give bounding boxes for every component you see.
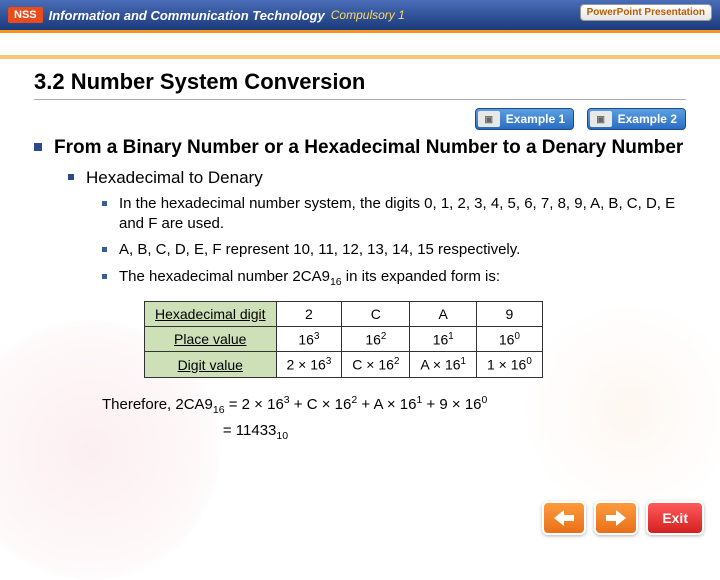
bullet-icon bbox=[102, 274, 107, 279]
projector-icon: ▣ bbox=[590, 111, 612, 127]
arrow-right-icon bbox=[606, 510, 626, 526]
table-row: Place value 163 162 161 160 bbox=[145, 326, 543, 352]
place-cell: 160 bbox=[477, 326, 543, 352]
bullet-3-text: The hexadecimal number 2CA916 in its exp… bbox=[119, 267, 500, 289]
section-title: 3.2 Number System Conversion bbox=[34, 69, 686, 100]
example-2-button[interactable]: ▣ Example 2 bbox=[587, 108, 686, 130]
dv-cell: C × 162 bbox=[342, 352, 410, 378]
digit-value-label: Digit value bbox=[145, 352, 277, 378]
arrow-left-icon bbox=[554, 510, 574, 526]
ppt-badge: PowerPoint Presentation bbox=[580, 4, 712, 21]
place-value-label: Place value bbox=[145, 326, 277, 352]
projector-icon: ▣ bbox=[478, 111, 500, 127]
exit-button[interactable]: Exit bbox=[646, 501, 704, 535]
example-2-label: Example 2 bbox=[618, 112, 677, 126]
digit-cell: A bbox=[410, 301, 477, 326]
place-cell: 161 bbox=[410, 326, 477, 352]
dv-cell: 2 × 163 bbox=[276, 352, 342, 378]
header-bar: NSS Information and Communication Techno… bbox=[0, 0, 720, 30]
bullet-1-row: In the hexadecimal number system, the di… bbox=[102, 194, 686, 235]
table-header-label: Hexadecimal digit bbox=[145, 301, 277, 326]
exit-label: Exit bbox=[662, 510, 688, 526]
bullet-icon bbox=[34, 143, 42, 151]
digit-cell: C bbox=[342, 301, 410, 326]
therefore-text: Therefore, 2CA916 = 2 × 163 + C × 162 + … bbox=[102, 392, 686, 445]
table-row: Digit value 2 × 163 C × 162 A × 161 1 × … bbox=[145, 352, 543, 378]
table-row: Hexadecimal digit 2 C A 9 bbox=[145, 301, 543, 326]
place-cell: 162 bbox=[342, 326, 410, 352]
dv-cell: A × 161 bbox=[410, 352, 477, 378]
example-buttons: ▣ Example 1 ▣ Example 2 bbox=[34, 108, 686, 130]
slide-content: 3.2 Number System Conversion ▣ Example 1… bbox=[0, 59, 720, 445]
hex-table-wrap: Hexadecimal digit 2 C A 9 Place value 16… bbox=[144, 301, 686, 378]
main-heading: From a Binary Number or a Hexadecimal Nu… bbox=[54, 136, 683, 160]
digit-cell: 9 bbox=[477, 301, 543, 326]
bullet-1-text: In the hexadecimal number system, the di… bbox=[119, 194, 686, 235]
hex-table: Hexadecimal digit 2 C A 9 Place value 16… bbox=[144, 301, 543, 378]
prev-button[interactable] bbox=[542, 501, 586, 535]
example-1-label: Example 1 bbox=[506, 112, 565, 126]
bullet-2-text: A, B, C, D, E, F represent 10, 11, 12, 1… bbox=[119, 240, 520, 260]
bullet-icon bbox=[68, 174, 74, 180]
sub-heading: Hexadecimal to Denary bbox=[86, 168, 263, 188]
footer-nav: Exit bbox=[0, 496, 720, 540]
bullet-icon bbox=[102, 201, 107, 206]
bullet-3-row: The hexadecimal number 2CA916 in its exp… bbox=[102, 267, 686, 289]
next-button[interactable] bbox=[594, 501, 638, 535]
bullet-2-row: A, B, C, D, E, F represent 10, 11, 12, 1… bbox=[102, 240, 686, 260]
example-1-button[interactable]: ▣ Example 1 bbox=[475, 108, 574, 130]
main-heading-row: From a Binary Number or a Hexadecimal Nu… bbox=[34, 136, 686, 160]
place-cell: 163 bbox=[276, 326, 342, 352]
logo-strip: NSS Information and Communication Techno… bbox=[8, 0, 405, 30]
sub-heading-row: Hexadecimal to Denary bbox=[68, 168, 686, 188]
nss-logo: NSS bbox=[8, 7, 43, 23]
compulsory-label: Compulsory 1 bbox=[331, 8, 405, 22]
digit-cell: 2 bbox=[276, 301, 342, 326]
dv-cell: 1 × 160 bbox=[477, 352, 543, 378]
bullet-icon bbox=[102, 247, 107, 252]
course-title: Information and Communication Technology bbox=[49, 8, 325, 23]
